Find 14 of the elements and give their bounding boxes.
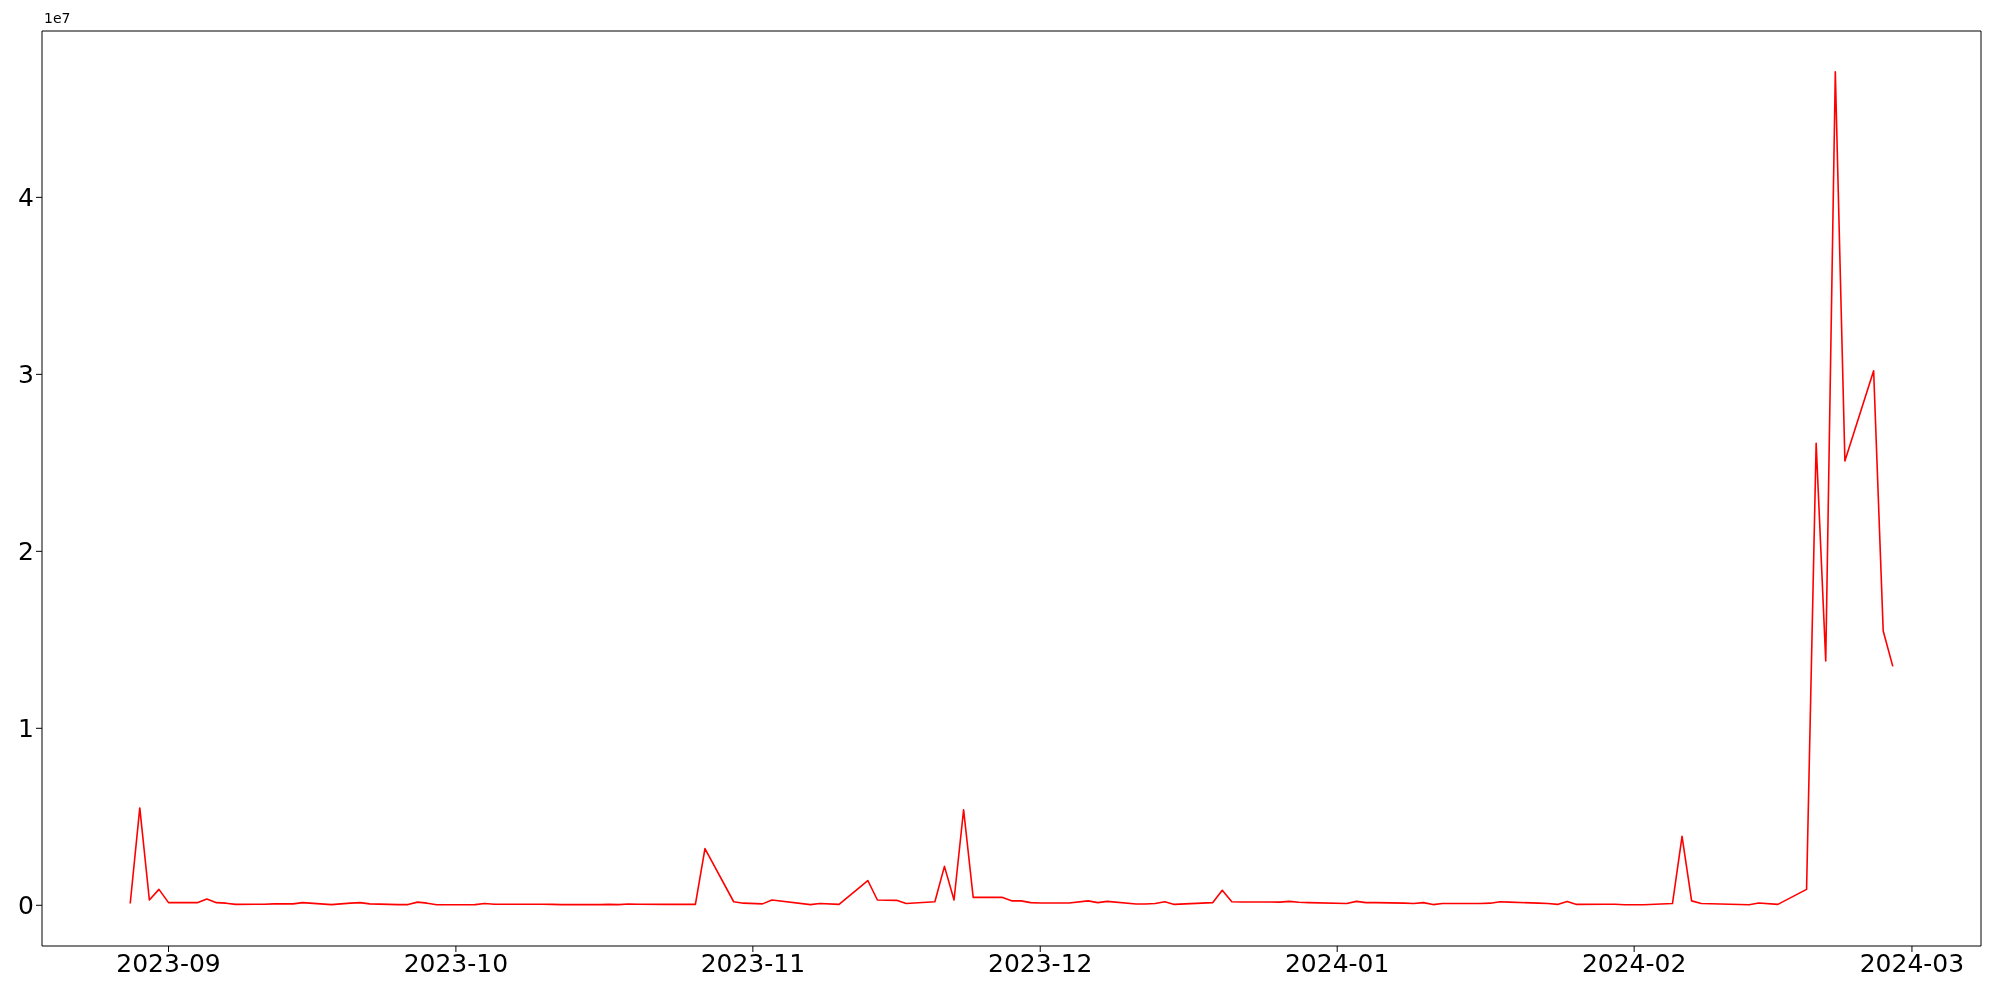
x-tick-label: 2023-10 bbox=[403, 948, 509, 978]
x-tick-label: 2024-01 bbox=[1284, 948, 1390, 978]
y-tick-label: 2 bbox=[18, 537, 34, 567]
y-tick-label: 3 bbox=[18, 360, 34, 390]
line-series bbox=[129, 70, 1894, 906]
y-tick-label: 0 bbox=[18, 891, 34, 921]
y-tick-label: 4 bbox=[18, 183, 34, 213]
text: 1e7 bbox=[44, 10, 71, 26]
x-tick-label: 2023-09 bbox=[116, 948, 221, 978]
y-tick-label: 1 bbox=[18, 714, 34, 744]
x-tick-label: 2024-03 bbox=[1859, 948, 1965, 978]
x-tick-label: 2024-02 bbox=[1581, 948, 1687, 978]
x-tick-label: 2023-11 bbox=[700, 948, 806, 978]
x-tick-label: 2023-12 bbox=[988, 948, 1093, 978]
